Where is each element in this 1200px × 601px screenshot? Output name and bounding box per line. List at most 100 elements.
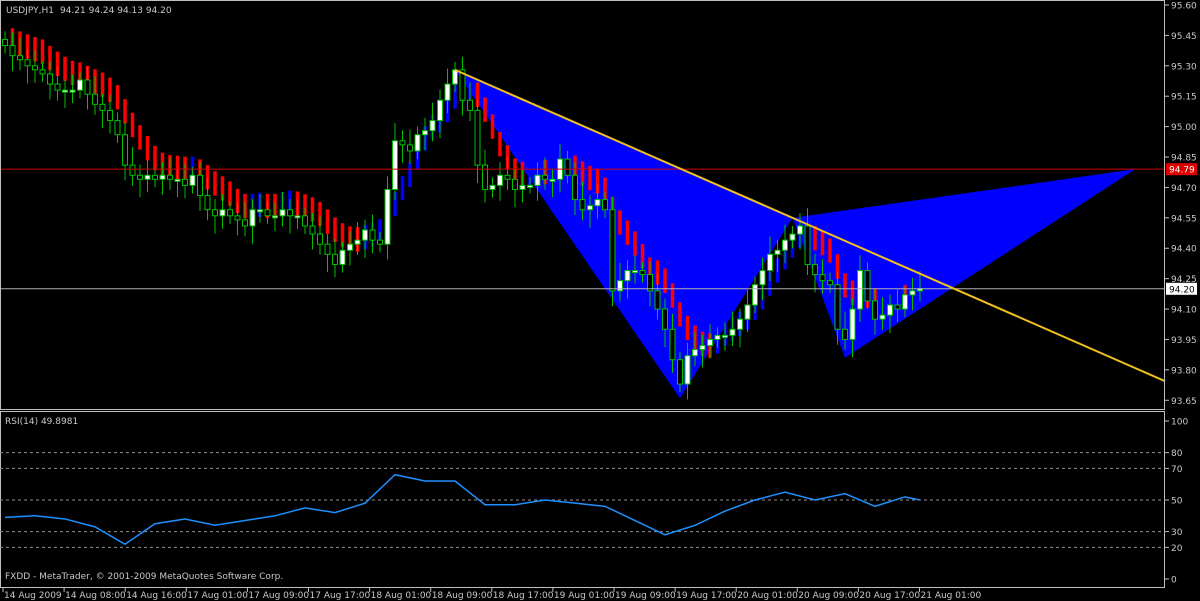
- candle-body: [812, 263, 818, 276]
- candle: [887, 294, 893, 333]
- candle-body: [174, 178, 181, 182]
- candle: [84, 67, 91, 110]
- candle-body: [129, 164, 136, 176]
- candle-body: [737, 318, 743, 330]
- candle-body: [632, 270, 638, 274]
- rsi-tick-label: 50: [1171, 497, 1183, 507]
- candle: [519, 169, 526, 203]
- candle: [47, 60, 53, 100]
- candle: [662, 298, 668, 348]
- candle-body: [602, 199, 608, 211]
- candle: [384, 176, 391, 260]
- candle-body: [827, 280, 833, 286]
- x-tick-label: 18 Aug 17:00: [493, 591, 554, 601]
- candle: [392, 122, 398, 200]
- candle-body: [887, 304, 893, 316]
- pattern-triangle-bcd: [792, 169, 1136, 358]
- candle: [609, 196, 616, 307]
- rsi-tick-label: 30: [1171, 528, 1183, 538]
- candle-body: [392, 140, 398, 190]
- candle-body: [167, 174, 173, 180]
- candle: [174, 168, 181, 198]
- candle: [872, 287, 878, 335]
- candle: [497, 162, 503, 201]
- candle-body: [782, 239, 788, 251]
- candle: [2, 31, 8, 54]
- trendline: [454, 68, 1166, 383]
- candle-body: [534, 174, 541, 186]
- y-tick-label: 95.45: [1171, 32, 1197, 42]
- rsi-tick-label: 20: [1171, 544, 1183, 554]
- candle-body: [759, 270, 766, 286]
- candle: [249, 199, 256, 244]
- candle: [797, 212, 803, 250]
- candle: [287, 199, 293, 234]
- candle-body: [62, 89, 68, 93]
- candle-body: [234, 215, 241, 221]
- candle: [474, 99, 481, 183]
- candle-body: [789, 233, 796, 241]
- candle: [767, 236, 773, 282]
- candle: [122, 121, 128, 181]
- candle: [714, 327, 721, 348]
- candle-body: [377, 239, 383, 245]
- candle: [219, 194, 226, 229]
- candle-body: [422, 130, 428, 136]
- candle-body: [482, 164, 488, 190]
- candle-body: [144, 174, 151, 180]
- y-tick-label: 95.15: [1171, 93, 1197, 103]
- candle-body: [872, 300, 878, 320]
- x-tick-label: 17 Aug 09:00: [248, 591, 309, 601]
- candle-body: [189, 174, 196, 186]
- candle-body: [362, 229, 368, 241]
- y-tick-label: 94.55: [1171, 214, 1197, 224]
- candle-body: [902, 294, 908, 310]
- candle-body: [774, 249, 781, 255]
- candle: [324, 233, 331, 273]
- candle-body: [819, 274, 826, 282]
- candle-body: [617, 280, 623, 292]
- candle-body: [159, 174, 166, 180]
- candle-body: [474, 109, 481, 166]
- candle-body: [279, 209, 286, 217]
- candle: [407, 129, 413, 164]
- rsi-tick-label: 70: [1171, 465, 1183, 475]
- candle: [647, 261, 653, 307]
- y-tick-label: 93.65: [1171, 397, 1197, 407]
- candle: [197, 162, 203, 211]
- candle: [279, 191, 286, 227]
- candle-body: [182, 178, 188, 186]
- candle-body: [692, 349, 698, 357]
- x-tick-label: 17 Aug 17:00: [310, 591, 371, 601]
- candle: [587, 195, 593, 228]
- candle: [399, 130, 406, 163]
- candle: [864, 262, 871, 310]
- candle: [482, 149, 488, 203]
- candle: [632, 255, 638, 284]
- candle: [789, 225, 796, 249]
- y-tick-label: 94.85: [1171, 154, 1197, 164]
- candle-body: [504, 174, 511, 180]
- candle: [429, 102, 436, 142]
- candle-body: [444, 83, 451, 101]
- candle: [894, 289, 901, 323]
- candle-body: [452, 69, 458, 85]
- y-tick-label: 95.60: [1171, 2, 1197, 12]
- x-tick-label: 20 Aug 01:00: [737, 591, 798, 601]
- candle: [332, 238, 338, 278]
- candle: [759, 257, 766, 301]
- candle-body: [32, 65, 38, 71]
- candle-body: [9, 45, 16, 57]
- candle-body: [347, 243, 353, 251]
- candle: [542, 157, 548, 190]
- candle-body: [437, 99, 443, 122]
- candle-body: [197, 174, 203, 197]
- y-tick-label: 95.30: [1171, 62, 1197, 72]
- candle-body: [669, 328, 676, 361]
- x-tick-label: 19 Aug 01:00: [554, 591, 615, 601]
- candle: [707, 324, 713, 359]
- candle-body: [527, 184, 533, 188]
- candle: [414, 126, 421, 160]
- candle: [339, 242, 346, 273]
- candle-body: [834, 284, 841, 330]
